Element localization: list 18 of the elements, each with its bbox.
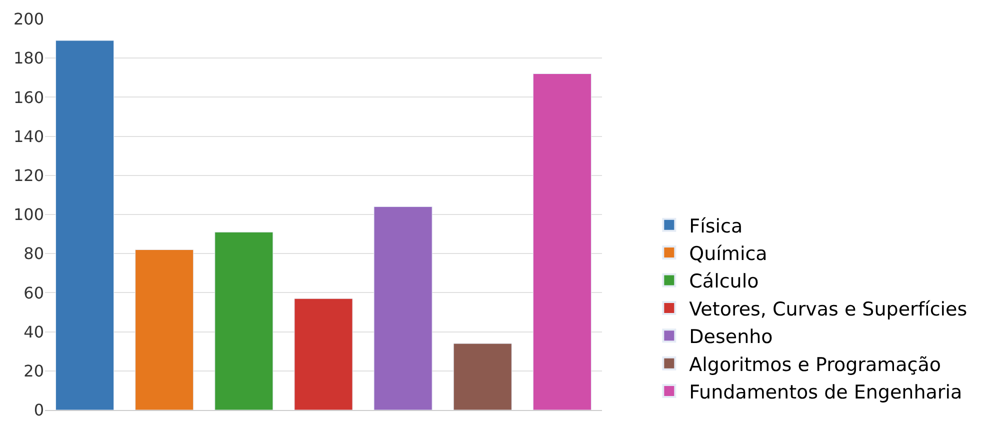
legend-label: Desenho [689, 326, 773, 348]
legend-label: Física [689, 215, 743, 238]
y-tick-label: 200 [13, 10, 44, 29]
y-tick-label: 160 [13, 88, 44, 107]
y-tick-label: 120 [13, 166, 44, 185]
y-tick-label: 60 [24, 283, 44, 302]
legend-label: Fundamentos de Engenharia [689, 381, 962, 404]
y-tick-label: 100 [13, 205, 44, 224]
legend-label: Cálculo [689, 270, 759, 293]
legend-label: Vetores, Curvas e Superfícies [689, 298, 968, 320]
y-tick-label: 20 [24, 362, 44, 380]
y-tick-label: 80 [24, 244, 44, 264]
y-tick-label: 180 [13, 48, 44, 68]
legend-label: Química [689, 242, 768, 265]
y-tick-label: 0 [34, 400, 44, 420]
y-tick-label: 140 [13, 126, 44, 146]
legend-label: Algoritmos e Programação [689, 354, 941, 376]
y-tick-label: 40 [24, 322, 44, 342]
